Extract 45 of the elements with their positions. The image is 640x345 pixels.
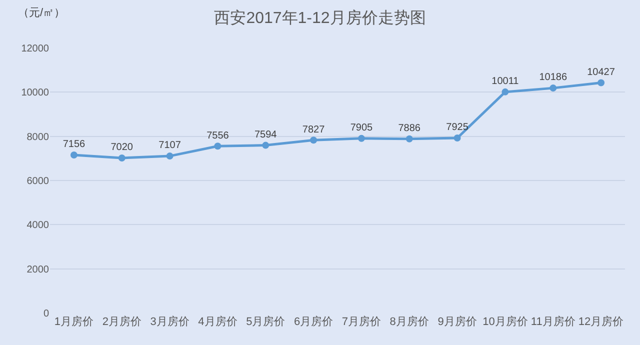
data-label: 7594 bbox=[254, 129, 278, 140]
y-axis-title: （元/㎡） bbox=[18, 7, 66, 19]
x-tick-label: 11月房价 bbox=[530, 315, 576, 328]
point bbox=[502, 88, 509, 96]
data-label: 10427 bbox=[587, 66, 616, 78]
x-tick-label: 6月房价 bbox=[294, 315, 334, 328]
point bbox=[406, 135, 413, 142]
data-label: 7156 bbox=[62, 139, 86, 150]
point bbox=[70, 151, 78, 158]
x-tick-label: 4月房价 bbox=[198, 315, 238, 328]
y-tick-label: 2000 bbox=[26, 264, 50, 276]
x-tick-label: 9月房价 bbox=[438, 315, 477, 328]
y-tick-label: 0 bbox=[43, 308, 50, 320]
data-label: 7925 bbox=[446, 122, 469, 134]
point bbox=[358, 134, 365, 142]
x-tick-label: 1月房价 bbox=[54, 315, 94, 328]
point bbox=[214, 142, 222, 150]
x-tick-label: 3月房价 bbox=[150, 315, 190, 328]
x-tick-label: 2月房价 bbox=[102, 315, 142, 328]
y-tick-label: 12000 bbox=[21, 44, 50, 54]
x-tick-label: 8月房价 bbox=[390, 315, 429, 328]
y-tick-label: 10000 bbox=[21, 88, 50, 99]
point bbox=[310, 136, 318, 144]
data-label: 7905 bbox=[350, 122, 374, 134]
point bbox=[598, 79, 605, 86]
data-label: 10186 bbox=[539, 72, 568, 84]
data-label: 7020 bbox=[110, 142, 134, 154]
x-tick-label: 5月房价 bbox=[246, 315, 286, 328]
data-label: 7107 bbox=[158, 140, 182, 152]
y-tick-label: 8000 bbox=[26, 132, 50, 143]
point bbox=[550, 84, 557, 92]
x-tick-label: 7月房价 bbox=[342, 315, 382, 328]
x-tick-label: 12月房价 bbox=[578, 315, 624, 328]
point bbox=[166, 152, 174, 160]
data-label: 7556 bbox=[206, 130, 230, 142]
point bbox=[118, 154, 126, 162]
point bbox=[454, 134, 461, 142]
data-label: 7886 bbox=[398, 122, 421, 134]
data-label: 7827 bbox=[302, 124, 326, 136]
y-tick-label: 6000 bbox=[26, 176, 50, 187]
data-label: 10011 bbox=[492, 76, 520, 88]
point bbox=[262, 142, 270, 149]
chart-title: 西安2017年1-12月房价走势图 bbox=[214, 8, 426, 27]
y-tick-label: 4000 bbox=[26, 220, 50, 232]
x-tick-label: 10月房价 bbox=[482, 315, 528, 328]
